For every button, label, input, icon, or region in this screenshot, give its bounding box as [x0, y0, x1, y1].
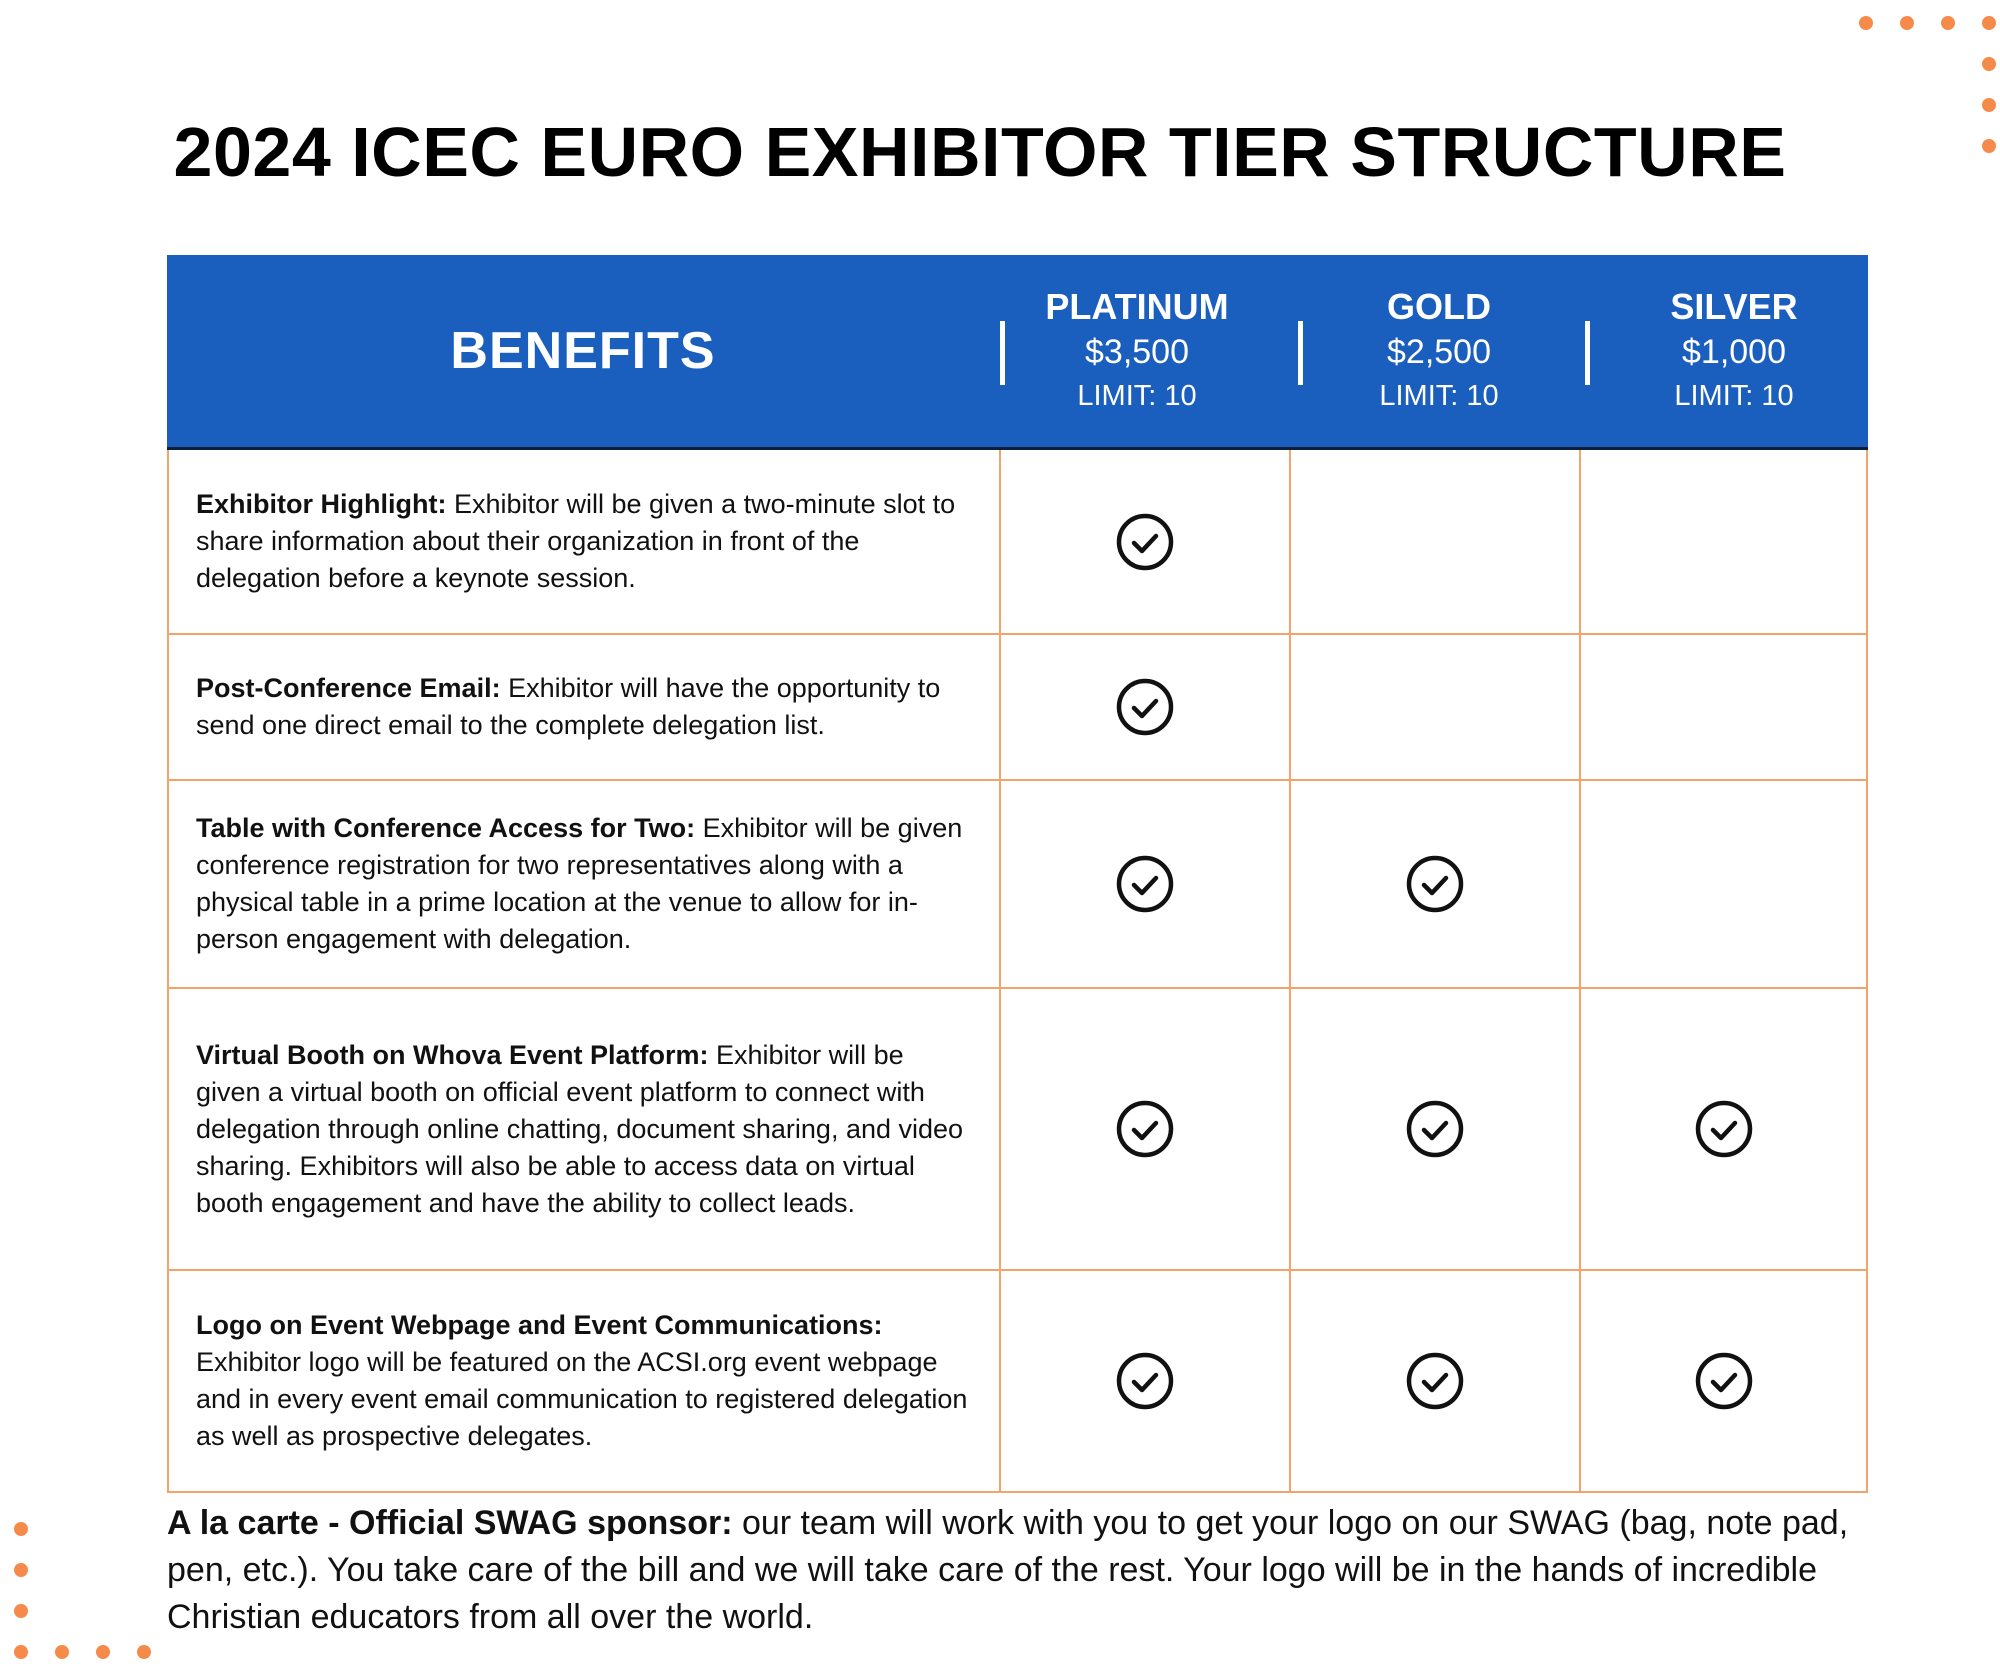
check-circle-icon	[1695, 1100, 1752, 1158]
benefits-heading: BENEFITS	[450, 322, 716, 380]
tier-price: $3,500	[1085, 333, 1189, 371]
tier-cell-gold	[1289, 1271, 1579, 1491]
benefit-text: Exhibitor will be given a two-minute slo…	[196, 489, 956, 593]
decor-dot	[1941, 16, 1955, 30]
benefit-text: Exhibitor will be given conference regis…	[196, 813, 963, 954]
header-divider	[1298, 321, 1303, 385]
tier-cell-platinum	[999, 1271, 1289, 1491]
benefit-cell: Table with Conference Access for Two: Ex…	[167, 781, 999, 987]
decor-dot	[1982, 139, 1996, 153]
benefit-cell: Logo on Event Webpage and Event Communic…	[167, 1271, 999, 1491]
tier-table: BENEFITS PLATINUM $3,500 LIMIT: 10 GOLD …	[167, 255, 1868, 1493]
check-circle-icon	[1406, 1352, 1464, 1410]
table-header: BENEFITS PLATINUM $3,500 LIMIT: 10 GOLD …	[167, 255, 1868, 450]
tier-header-platinum: PLATINUM $3,500 LIMIT: 10	[967, 285, 1307, 417]
benefit-title: Post-Conference Email:	[196, 673, 501, 703]
tier-cell-gold	[1289, 989, 1579, 1269]
benefit-description: Post-Conference Email: Exhibitor will ha…	[169, 670, 999, 744]
check-circle-icon	[1695, 1352, 1752, 1410]
check-circle-icon	[1406, 1100, 1464, 1158]
benefit-description: Virtual Booth on Whova Event Platform: E…	[169, 1037, 999, 1222]
benefit-text: Exhibitor logo will be featured on the A…	[196, 1347, 968, 1451]
tier-limit: LIMIT: 10	[1379, 380, 1499, 412]
tier-cell-platinum	[999, 781, 1289, 987]
check-circle-icon	[1116, 678, 1174, 736]
benefit-description: Table with Conference Access for Two: Ex…	[169, 810, 999, 958]
tier-cell-platinum	[999, 635, 1289, 779]
benefit-title: Exhibitor Highlight:	[196, 489, 447, 519]
tier-cell-silver	[1579, 781, 1868, 987]
benefit-title: Logo on Event Webpage and Event Communic…	[196, 1310, 883, 1340]
check-circle-icon	[1116, 1100, 1174, 1158]
benefit-text: Exhibitor will have the opportunity to s…	[196, 673, 941, 740]
decor-dot	[14, 1522, 28, 1536]
tier-cell-silver	[1579, 989, 1868, 1269]
tier-header-gold: GOLD $2,500 LIMIT: 10	[1299, 285, 1579, 417]
table-row: Table with Conference Access for Two: Ex…	[167, 781, 1868, 989]
table-row: Logo on Event Webpage and Event Communic…	[167, 1271, 1868, 1493]
benefit-title: Table with Conference Access for Two:	[196, 813, 696, 843]
page-title: 2024 ICEC EURO EXHIBITOR TIER STRUCTURE	[173, 113, 1787, 191]
table-row: Exhibitor Highlight: Exhibitor will be g…	[167, 450, 1868, 635]
tier-cell-silver	[1579, 1271, 1868, 1491]
decor-dot	[1982, 57, 1996, 71]
tier-price: $2,500	[1387, 333, 1491, 371]
decor-dot	[1982, 16, 1996, 30]
check-circle-icon	[1406, 855, 1464, 913]
tier-limit: LIMIT: 10	[1674, 380, 1794, 412]
check-circle-icon	[1116, 855, 1174, 913]
decor-dot	[137, 1645, 151, 1659]
tier-price: $1,000	[1682, 333, 1786, 371]
benefit-cell: Virtual Booth on Whova Event Platform: E…	[167, 989, 999, 1269]
benefit-description: Exhibitor Highlight: Exhibitor will be g…	[169, 486, 999, 597]
table-body: Exhibitor Highlight: Exhibitor will be g…	[167, 450, 1868, 1493]
check-circle-icon	[1116, 1352, 1174, 1410]
tier-cell-gold	[1289, 635, 1579, 779]
benefit-title: Virtual Booth on Whova Event Platform:	[196, 1039, 709, 1070]
tier-name: SILVER	[1670, 286, 1798, 327]
tier-cell-silver	[1579, 450, 1868, 633]
decor-dot	[1982, 98, 1996, 112]
benefit-text: Exhibitor will be given a virtual booth …	[196, 1039, 964, 1218]
table-row: Post-Conference Email: Exhibitor will ha…	[167, 635, 1868, 781]
decor-dot	[55, 1645, 69, 1659]
decor-dot	[14, 1645, 28, 1659]
benefit-cell: Exhibitor Highlight: Exhibitor will be g…	[167, 450, 999, 633]
tier-cell-gold	[1289, 450, 1579, 633]
a-la-carte-title: A la carte - Official SWAG sponsor:	[167, 1504, 733, 1542]
decor-dot	[14, 1604, 28, 1618]
tier-cell-silver	[1579, 635, 1868, 779]
table-row: Virtual Booth on Whova Event Platform: E…	[167, 989, 1868, 1271]
header-divider	[1000, 321, 1005, 385]
decor-dot	[14, 1563, 28, 1577]
tier-name: PLATINUM	[1045, 286, 1229, 327]
tier-limit: LIMIT: 10	[1077, 380, 1197, 412]
benefit-description: Logo on Event Webpage and Event Communic…	[169, 1307, 999, 1455]
decor-dot	[1900, 16, 1914, 30]
tier-cell-gold	[1289, 781, 1579, 987]
decor-dot	[96, 1645, 110, 1659]
tier-cell-platinum	[999, 450, 1289, 633]
benefit-cell: Post-Conference Email: Exhibitor will ha…	[167, 635, 999, 779]
header-divider	[1585, 321, 1590, 385]
tier-name: GOLD	[1387, 286, 1491, 327]
tier-header-silver: SILVER $1,000 LIMIT: 10	[1604, 285, 1864, 417]
a-la-carte-note: A la carte - Official SWAG sponsor: our …	[167, 1500, 1887, 1641]
a-la-carte-text: our team will work with you to get your …	[167, 1504, 1849, 1636]
decor-dot	[1859, 16, 1873, 30]
check-circle-icon	[1116, 513, 1174, 570]
tier-cell-platinum	[999, 989, 1289, 1269]
